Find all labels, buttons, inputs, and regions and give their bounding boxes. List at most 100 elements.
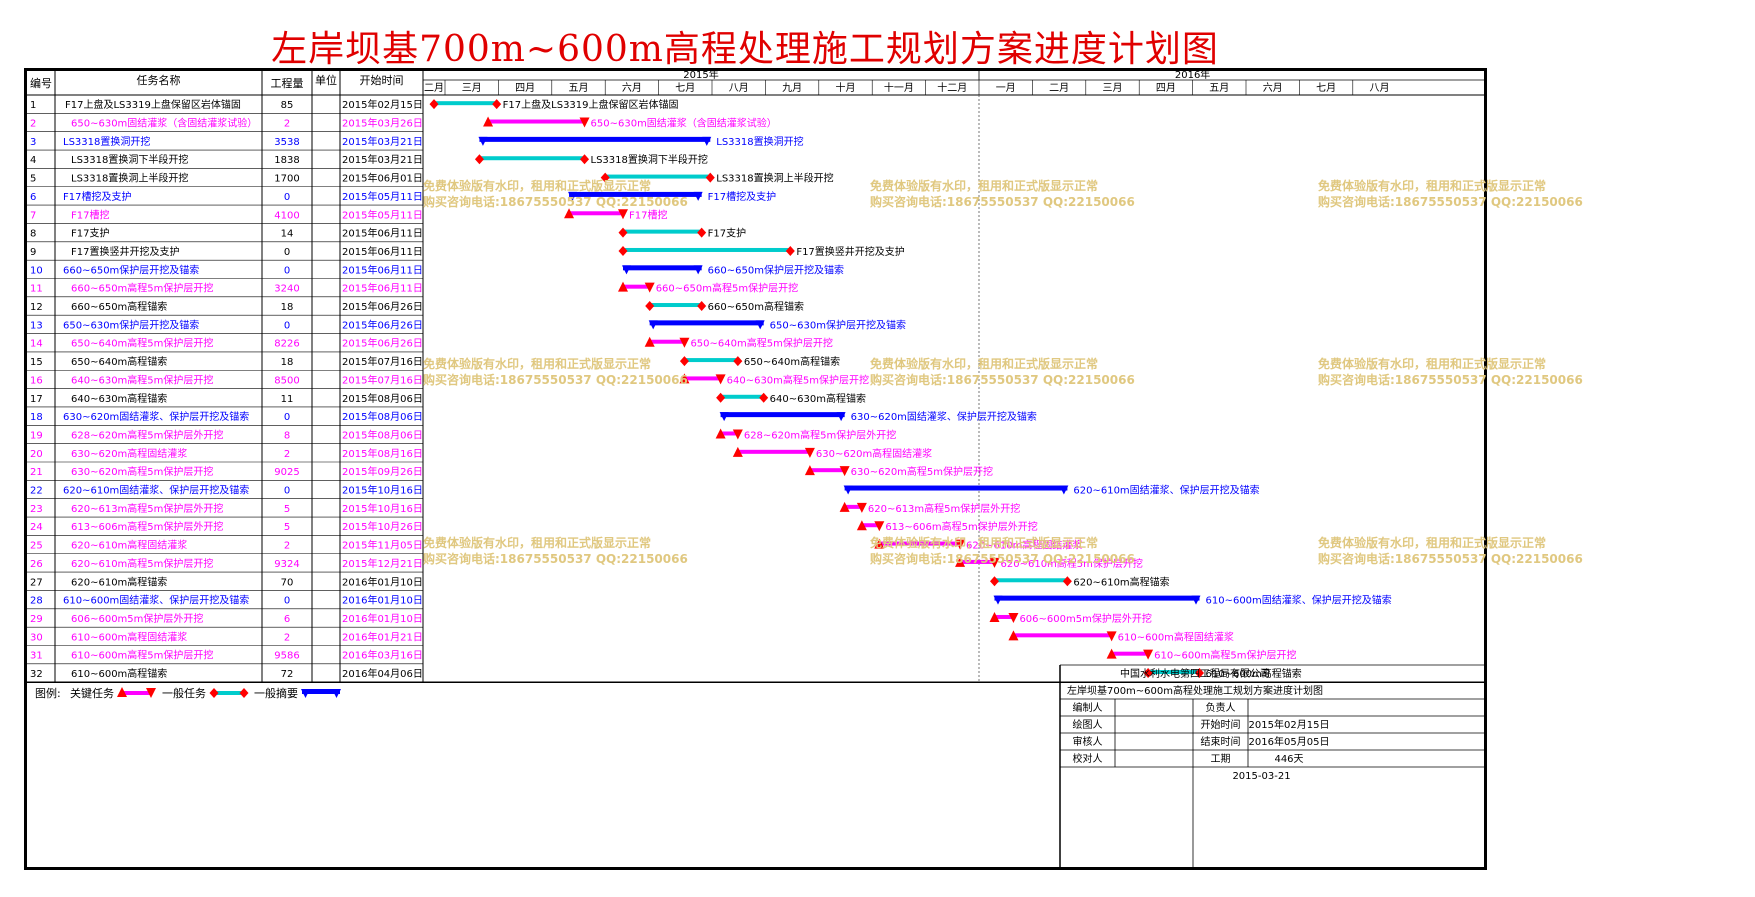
month-label: 四月 (515, 82, 535, 94)
critical-end-marker (839, 466, 850, 477)
task-qty: 9586 (274, 651, 299, 662)
task-name: 640~630m高程5m保护层开挖 (71, 373, 213, 386)
critical-bar (649, 339, 685, 344)
task-bar-label: 650~630m固结灌浆（含固结灌浆试验） (591, 117, 777, 130)
header-id: 编号 (30, 76, 52, 90)
critical-start-marker (644, 336, 655, 347)
critical-end-marker (1106, 631, 1117, 642)
task-qty: 2 (284, 449, 290, 460)
general-bar (605, 174, 711, 179)
critical-bar (623, 284, 650, 289)
task-bar-label: 630~620m固结灌浆、保护层开挖及锚索 (851, 410, 1037, 423)
summary-start-cap (993, 595, 1003, 605)
task-start: 2016年04月06日 (342, 667, 423, 680)
task-bar-label: 606~600m5m保护层外开挖 (1019, 612, 1151, 625)
task-id: 1 (30, 100, 36, 111)
summary-bar (479, 136, 711, 142)
task-name: 650~640m高程锚索 (71, 355, 167, 368)
task-name: 620~610m固结灌浆、保护层开挖及锚索 (63, 484, 249, 497)
summary-end-cap (755, 320, 765, 330)
titleblock-company: 中国水利水电第四工程局有限公司 (1120, 667, 1270, 680)
general-bar (649, 303, 702, 308)
task-name: 610~600m高程固结灌浆 (71, 630, 187, 643)
year-label: 2015年 (683, 68, 718, 81)
general-start-marker (429, 99, 439, 110)
task-qty: 0 (284, 596, 290, 607)
general-start-marker (618, 227, 628, 238)
summary-bar (569, 191, 702, 197)
task-qty: 2 (284, 541, 290, 552)
month-label: 七月 (675, 82, 695, 94)
task-start: 2015年06月26日 (342, 300, 423, 313)
task-name: F17槽挖 (71, 208, 109, 221)
task-bar-label: F17槽挖及支护 (708, 190, 776, 203)
task-name: 628~620m高程5m保护层外开挖 (71, 428, 223, 441)
task-id: 7 (30, 210, 36, 221)
task-start: 2015年10月16日 (342, 484, 423, 497)
legend-critical-text: 关键任务 (70, 686, 114, 700)
legend-summary-start (301, 689, 310, 698)
summary-start-cap (719, 412, 729, 422)
task-start: 2015年08月06日 (342, 392, 423, 405)
task-start: 2015年06月11日 (342, 282, 423, 295)
critical-start-marker (989, 611, 1000, 622)
critical-end-marker (1143, 649, 1154, 660)
general-start-marker (679, 356, 689, 367)
titleblock-end-label: 结束时间 (1201, 735, 1241, 748)
watermark-line2: 购买咨询电话:18675550537 QQ:22150066 (870, 372, 1135, 387)
task-start: 2015年06月11日 (342, 245, 423, 258)
task-id: 28 (30, 596, 43, 607)
task-name: 630~620m高程5m保护层开挖 (71, 465, 213, 478)
watermark-line1: 免费体验版有水印，租用和正式版显示正常 (1318, 356, 1546, 371)
critical-end-marker (989, 557, 1000, 568)
watermark-line2: 购买咨询电话:18675550537 QQ:22150066 (423, 194, 688, 209)
task-start: 2015年06月11日 (342, 227, 423, 240)
watermark-line1: 免费体验版有水印，租用和正式版显示正常 (870, 178, 1098, 193)
task-id: 4 (30, 155, 36, 166)
legend-general-end (239, 688, 249, 698)
legend-general-bar (214, 691, 242, 695)
titleblock-plan-title: 左岸坝基700m~600m高程处理施工规划方案进度计划图 (1067, 684, 1323, 697)
critical-end-marker (679, 337, 690, 348)
task-bar-label: F17上盘及LS3319上盘保留区岩体锚固 (503, 98, 679, 111)
year-label: 2016年 (1175, 68, 1210, 81)
task-name: 650~640m高程5m保护层开挖 (71, 337, 213, 350)
legend-critical-start (117, 687, 127, 697)
month-label: 五月 (569, 82, 589, 94)
general-bar (479, 156, 585, 161)
task-start: 2015年07月16日 (342, 373, 423, 386)
critical-bar (960, 559, 995, 564)
task-start: 2015年05月11日 (342, 190, 423, 203)
task-name: 610~600m高程5m保护层开挖 (71, 649, 213, 662)
task-qty: 8500 (274, 375, 299, 386)
task-bar-label: 620~610m高程固结灌浆 (966, 539, 1082, 552)
month-label: 二月 (1049, 82, 1069, 94)
critical-start-marker (804, 465, 815, 476)
task-bar-label: 620~613m高程5m保护层外开挖 (868, 502, 1020, 515)
critical-start-marker (715, 428, 726, 439)
critical-bar (488, 119, 585, 124)
general-bar (684, 358, 738, 363)
chart-frame (24, 68, 1487, 870)
task-bar-label: LS3318置换洞开挖 (716, 135, 803, 148)
task-name: LS3318置换洞下半段开挖 (71, 153, 188, 166)
task-id: 21 (30, 467, 43, 478)
summary-start-cap (568, 191, 578, 201)
month-label: 六月 (1263, 82, 1283, 94)
task-start: 2015年06月26日 (342, 318, 423, 331)
general-end-marker (697, 301, 707, 312)
titleblock-start-value: 2015年02月15日 (1249, 718, 1330, 731)
task-qty: 9324 (274, 559, 299, 570)
critical-start-marker (483, 116, 494, 127)
general-end-marker (759, 392, 769, 403)
watermark-line2: 购买咨询电话:18675550537 QQ:22150066 (1318, 551, 1583, 566)
task-name: 610~600m高程锚索 (71, 667, 167, 680)
task-qty: 85 (281, 100, 294, 111)
critical-end-marker (715, 374, 726, 385)
task-id: 25 (30, 541, 43, 552)
critical-start-marker (839, 501, 850, 512)
general-bar (1148, 670, 1200, 675)
watermark-line1: 免费体验版有水印，租用和正式版显示正常 (870, 356, 1098, 371)
task-qty: 0 (284, 192, 290, 203)
critical-start-marker (679, 373, 690, 384)
